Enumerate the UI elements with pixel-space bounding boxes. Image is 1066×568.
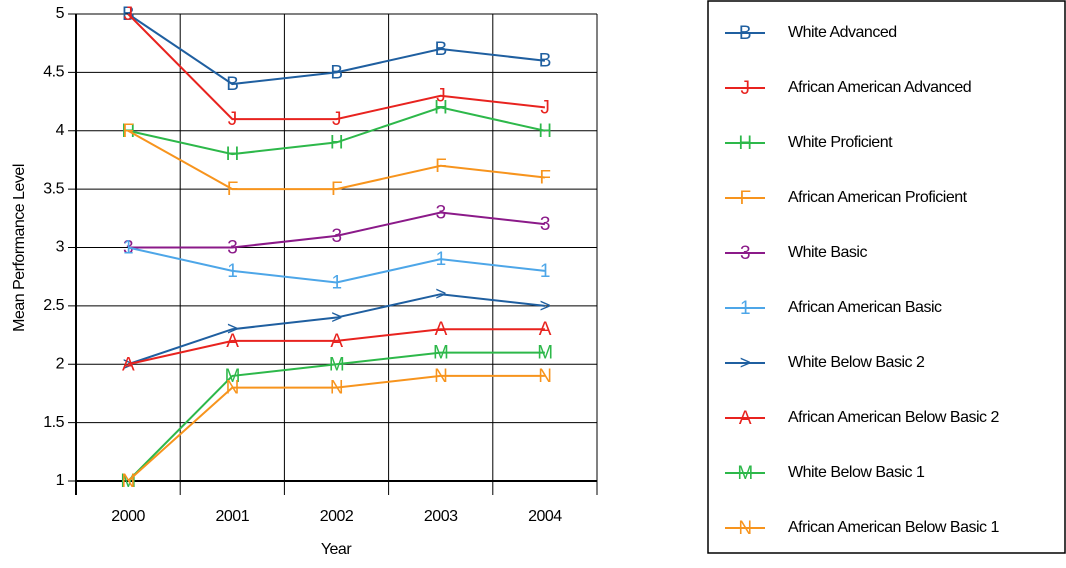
legend-marker: J (741, 78, 750, 99)
y-tick-label: 3.5 (43, 180, 64, 197)
legend-label: African American Advanced (788, 79, 971, 96)
point-marker: 1 (540, 261, 550, 282)
x-tick-label: 2002 (320, 508, 354, 525)
point-marker: M (433, 343, 448, 364)
point-marker: F (331, 179, 342, 200)
point-marker: B (435, 39, 447, 60)
point-marker: N (330, 378, 343, 399)
legend-label: White Below Basic 1 (788, 464, 925, 481)
x-axis-label: Year (321, 541, 353, 558)
point-marker: F (227, 179, 238, 200)
series-line (127, 374, 545, 482)
legend-marker: F (739, 188, 750, 209)
point-marker: H (434, 97, 447, 118)
x-tick-label: 2001 (216, 508, 250, 525)
legend-label: White Advanced (788, 24, 897, 41)
point-marker: > (435, 284, 446, 305)
point-marker: 3 (540, 214, 550, 235)
y-tick-label: 3 (56, 239, 65, 256)
point-marker: A (330, 331, 343, 352)
y-tick-label: 4 (56, 122, 65, 139)
legend-label: African American Proficient (788, 189, 968, 206)
series-line (127, 328, 545, 366)
point-marker: 3 (331, 226, 341, 247)
point-marker: M (329, 354, 344, 375)
series-line (128, 211, 546, 249)
series-line (127, 13, 546, 121)
legend-marker: H (738, 133, 751, 154)
point-marker: N (121, 471, 134, 492)
point-marker: B (226, 74, 238, 95)
point-marker: B (539, 51, 551, 72)
point-marker: 1 (123, 238, 133, 259)
point-marker: N (538, 366, 551, 387)
point-marker: A (122, 354, 135, 375)
legend-marker: A (739, 408, 752, 429)
x-tick-label: 2004 (528, 508, 562, 525)
legend-marker: M (737, 463, 752, 484)
legend-box (707, 0, 1066, 554)
series-line (127, 293, 546, 366)
point-marker: A (435, 319, 448, 340)
point-marker: 1 (331, 273, 341, 294)
point-marker: B (330, 62, 342, 83)
point-marker: > (540, 296, 551, 317)
point-marker: H (538, 121, 551, 142)
series-line (127, 129, 546, 191)
series-line (127, 13, 546, 86)
point-marker: N (226, 378, 239, 399)
point-marker: 1 (227, 261, 237, 282)
y-tick-label: 2 (56, 355, 65, 372)
point-marker: 3 (227, 238, 237, 259)
legend-label: White Proficient (788, 134, 893, 151)
point-marker: > (331, 308, 342, 329)
point-marker: J (436, 86, 445, 107)
y-tick-label: 4.5 (43, 64, 64, 81)
point-marker: F (435, 156, 446, 177)
legend-label: White Basic (788, 244, 867, 261)
point-marker: 3 (436, 202, 446, 223)
y-tick-label: 2.5 (43, 297, 64, 314)
point-marker: H (226, 144, 239, 165)
point-marker: F (539, 167, 550, 188)
x-tick-label: 2003 (424, 508, 458, 525)
point-marker: J (228, 109, 237, 130)
point-marker: M (537, 343, 552, 364)
legend-marker: 1 (740, 298, 750, 319)
legend-label: African American Below Basic 1 (788, 519, 999, 536)
point-marker: J (332, 109, 341, 130)
legend-marker: > (740, 353, 751, 374)
x-tick-label: 2000 (111, 508, 145, 525)
point-marker: F (123, 121, 134, 142)
y-tick-label: 1 (56, 472, 65, 489)
legend-label: African American Below Basic 2 (788, 409, 999, 426)
legend-label: White Below Basic 2 (788, 354, 925, 371)
y-tick-label: 5 (56, 5, 65, 22)
point-marker: J (540, 97, 549, 118)
legend-marker: N (738, 518, 751, 539)
legend-label: African American Basic (788, 299, 942, 316)
point-marker: > (227, 319, 238, 340)
point-marker: 1 (436, 249, 446, 270)
series-line (127, 351, 545, 482)
series-line (127, 246, 546, 284)
point-marker: A (539, 319, 552, 340)
y-tick-label: 1.5 (43, 414, 64, 431)
legend-marker: 3 (740, 243, 750, 264)
legend-marker: B (739, 23, 751, 44)
series-line (127, 106, 546, 156)
point-marker: H (330, 132, 343, 153)
point-marker: M (225, 366, 240, 387)
y-axis-label: Mean Performance Level (11, 164, 28, 332)
point-marker: J (124, 4, 133, 25)
point-marker: N (434, 366, 447, 387)
point-marker: A (226, 331, 239, 352)
